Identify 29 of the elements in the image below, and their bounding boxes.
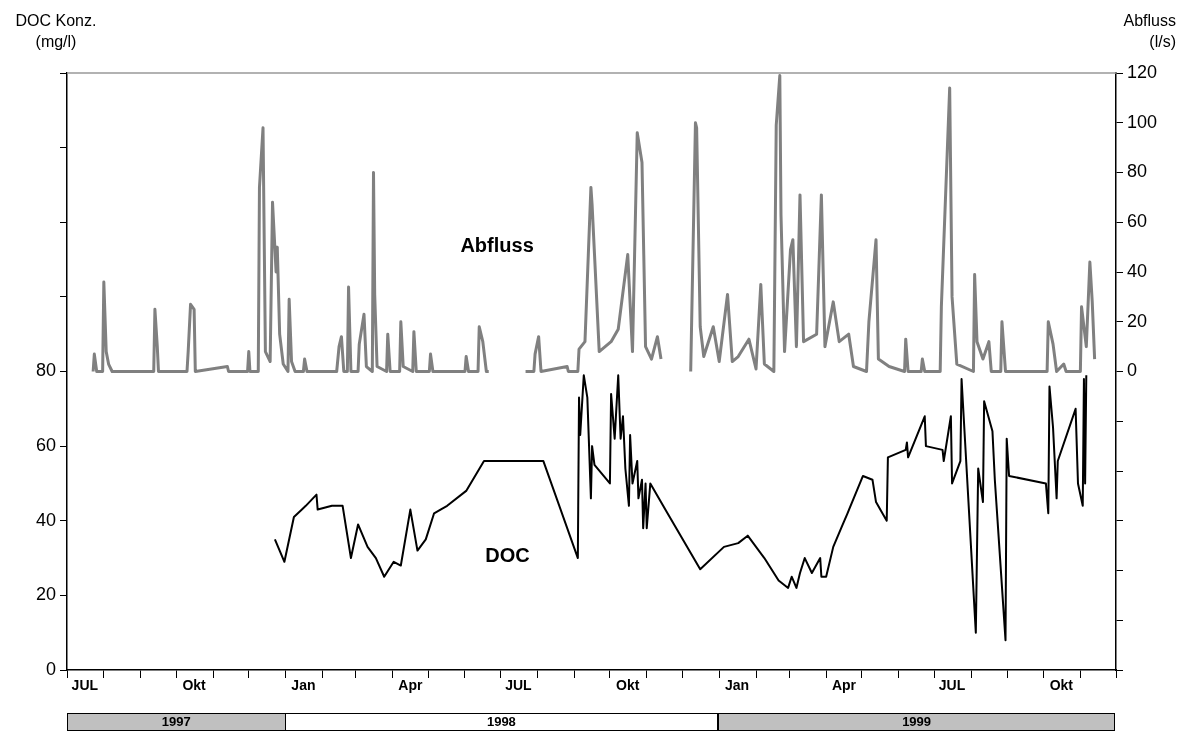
x-tick-label: JUL <box>71 677 99 694</box>
x-tick-label: Okt <box>1049 677 1074 694</box>
y2-tick-label: 120 <box>1127 61 1158 82</box>
x-tick-label: JUL <box>505 677 533 694</box>
x-tick-label: Apr <box>398 677 423 694</box>
x-tick-label: Apr <box>831 677 857 694</box>
x-tick-label: Okt <box>616 677 640 694</box>
text: Abfluss <box>460 233 534 256</box>
y-tick-label: 0 <box>45 658 56 679</box>
y-tick-label: 80 <box>35 360 56 381</box>
y-tick-label: 60 <box>35 435 56 456</box>
y2-tick-label: 40 <box>1127 260 1148 281</box>
x-tick-label: Jan <box>724 677 750 694</box>
y-tick-label: 20 <box>35 584 56 605</box>
text: 1997 <box>67 713 286 731</box>
x-tick-label: Jan <box>291 677 316 694</box>
y2-tick-label: 60 <box>1127 211 1148 232</box>
y2-tick-label: 0 <box>1127 360 1138 381</box>
y-axis-title: DOC Konz. (mg/l) <box>14 11 98 52</box>
text: DOC <box>485 544 530 567</box>
y2-axis-title: Abfluss (l/s) <box>1122 11 1176 52</box>
y2-tick-label: 100 <box>1127 111 1158 132</box>
x-tick-label: Okt <box>182 677 207 694</box>
x-tick-label: JUL <box>938 677 966 694</box>
y-tick-label: 40 <box>35 509 56 530</box>
text: 1999 <box>718 713 1115 731</box>
text: 1998 <box>284 713 719 731</box>
y2-tick-label: 20 <box>1127 310 1148 331</box>
y2-tick-label: 80 <box>1127 161 1148 182</box>
